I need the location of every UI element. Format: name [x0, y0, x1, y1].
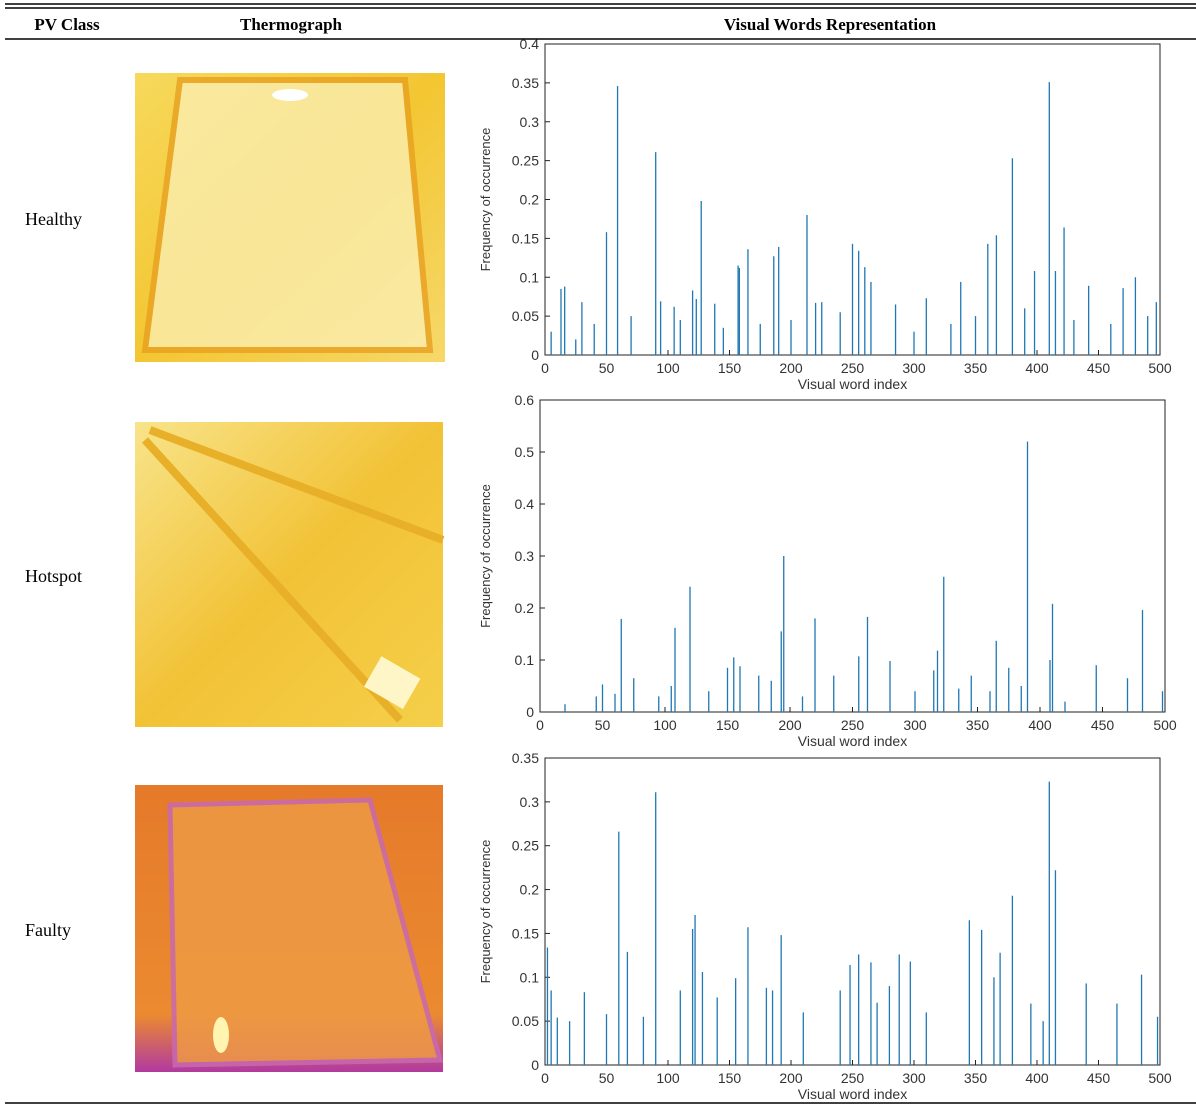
row-label: Faulty [25, 920, 71, 940]
x-tick-label: 150 [716, 717, 740, 733]
x-tick-label: 100 [656, 1070, 680, 1086]
x-tick-label: 250 [841, 1070, 865, 1086]
y-tick-label: 0 [531, 1057, 539, 1073]
x-tick-label: 50 [599, 360, 615, 376]
x-tick-label: 250 [841, 717, 865, 733]
y-axis-label: Frequency of occurrence [478, 128, 493, 272]
y-tick-label: 0.6 [515, 392, 535, 408]
y-tick-label: 0.1 [520, 969, 540, 985]
row-label: Healthy [25, 209, 82, 229]
y-tick-label: 0.2 [515, 600, 535, 616]
x-tick-label: 400 [1028, 717, 1052, 733]
y-tick-label: 0.3 [515, 548, 535, 564]
x-tick-label: 400 [1025, 360, 1049, 376]
x-tick-label: 450 [1087, 360, 1111, 376]
x-tick-label: 100 [656, 360, 680, 376]
x-tick-label: 150 [718, 1070, 742, 1086]
y-tick-label: 0.2 [520, 192, 540, 208]
x-tick-label: 250 [841, 360, 865, 376]
x-axis-label: Visual word index [798, 733, 907, 749]
x-axis-label: Visual word index [798, 1086, 907, 1102]
x-tick-label: 300 [902, 1070, 926, 1086]
x-tick-label: 350 [964, 1070, 988, 1086]
x-tick-label: 200 [779, 360, 803, 376]
x-tick-label: 100 [653, 717, 677, 733]
y-tick-label: 0.4 [520, 36, 540, 52]
y-axis-label: Frequency of occurrence [478, 484, 493, 628]
plot-frame [539, 399, 1166, 713]
y-tick-label: 0 [526, 704, 534, 720]
y-tick-label: 0.5 [515, 444, 535, 460]
x-tick-label: 500 [1148, 1070, 1172, 1086]
x-tick-label: 350 [966, 717, 990, 733]
thermograph [135, 73, 445, 362]
x-tick-label: 200 [779, 1070, 803, 1086]
y-tick-label: 0.1 [520, 269, 540, 285]
x-tick-label: 300 [902, 360, 926, 376]
y-tick-label: 0.35 [512, 75, 539, 91]
y-tick-label: 0.15 [512, 230, 539, 246]
y-tick-label: 0.2 [520, 882, 540, 898]
y-tick-label: 0.1 [515, 652, 535, 668]
y-tick-label: 0.3 [520, 114, 540, 130]
header: PV Class [34, 15, 100, 34]
x-tick-label: 300 [903, 717, 927, 733]
y-tick-label: 0 [531, 347, 539, 363]
x-tick-label: 450 [1091, 717, 1115, 733]
x-tick-label: 400 [1025, 1070, 1049, 1086]
x-tick-label: 50 [599, 1070, 615, 1086]
y-tick-label: 0.25 [512, 153, 539, 169]
x-tick-label: 0 [541, 1070, 549, 1086]
x-tick-label: 450 [1087, 1070, 1111, 1086]
y-tick-label: 0.25 [512, 838, 539, 854]
y-tick-label: 0.4 [515, 496, 535, 512]
y-tick-label: 0.3 [520, 794, 540, 810]
x-tick-label: 500 [1148, 360, 1172, 376]
plot-frame [544, 757, 1161, 1066]
header: Visual Words Representation [724, 15, 937, 34]
y-tick-label: 0.05 [512, 1013, 539, 1029]
x-tick-label: 0 [536, 717, 544, 733]
thermograph [135, 422, 445, 727]
x-tick-label: 50 [595, 717, 611, 733]
y-axis-label: Frequency of occurrence [478, 840, 493, 984]
header: Thermograph [240, 15, 343, 34]
y-tick-label: 0.05 [512, 308, 539, 324]
y-tick-label: 0.15 [512, 925, 539, 941]
row-label: Hotspot [25, 566, 82, 586]
y-tick-label: 0.35 [512, 750, 539, 766]
x-tick-label: 500 [1153, 717, 1177, 733]
x-tick-label: 0 [541, 360, 549, 376]
x-tick-label: 150 [718, 360, 742, 376]
x-tick-label: 350 [964, 360, 988, 376]
x-tick-label: 200 [778, 717, 802, 733]
x-axis-label: Visual word index [798, 376, 907, 392]
thermograph [135, 785, 444, 1072]
